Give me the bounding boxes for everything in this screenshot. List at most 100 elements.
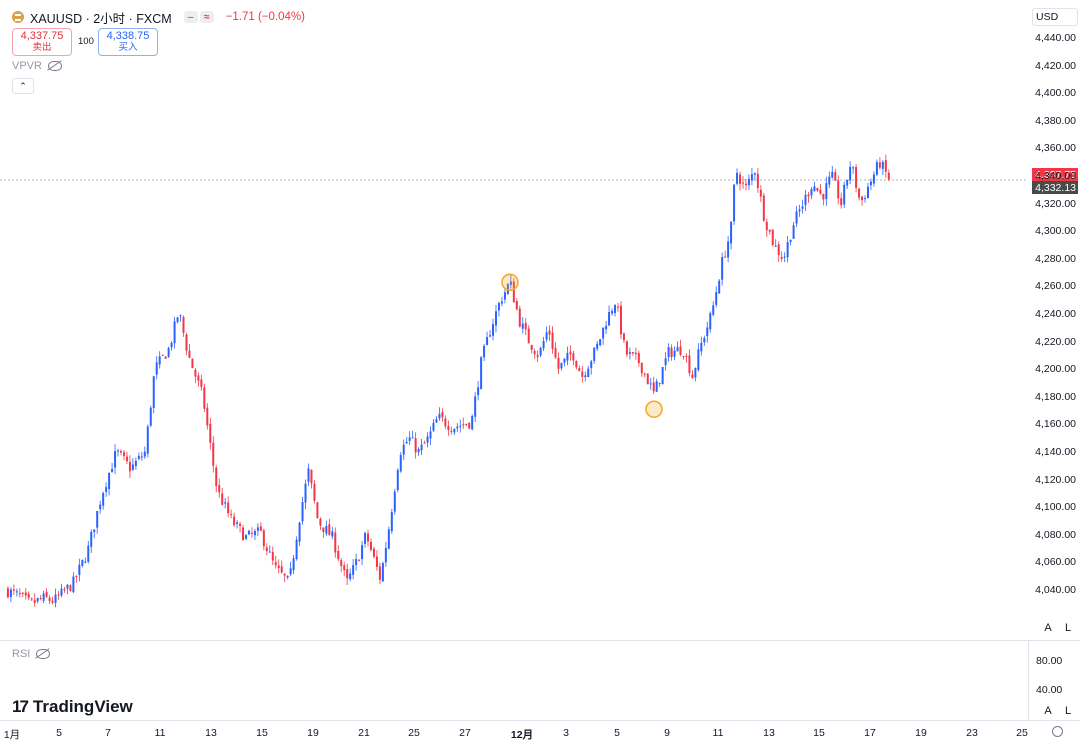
tradingview-logo[interactable]: 17 TradingView (12, 697, 133, 717)
low-marker[interactable] (645, 400, 663, 418)
candle-body (741, 182, 744, 184)
candle-body (72, 576, 75, 593)
candle-body (756, 173, 759, 189)
time-tick: 13 (205, 727, 217, 739)
auto-scale-button[interactable]: A (1044, 622, 1052, 634)
candle-body (846, 179, 849, 186)
candle-body (420, 444, 423, 451)
candle-body (465, 423, 468, 425)
candle-body (804, 194, 807, 206)
candle-body (724, 256, 727, 258)
candle-body (367, 533, 370, 542)
candle-body (146, 426, 149, 454)
candle-body (12, 589, 15, 591)
candle-body (768, 229, 771, 232)
currency-selector[interactable]: USD (1032, 8, 1078, 26)
price-tick: 4,180.00 (1035, 390, 1076, 403)
candle-body (90, 531, 93, 547)
candle-body (545, 332, 548, 340)
candle-body (140, 456, 143, 458)
candle-body (375, 556, 378, 567)
candle-body (813, 186, 816, 192)
gear-icon[interactable] (1052, 726, 1063, 737)
candle-body (87, 545, 90, 562)
candle-body (619, 305, 622, 335)
candle-body (614, 305, 617, 313)
candle-body (608, 312, 611, 326)
time-tick: 13 (763, 727, 775, 739)
candle-body (441, 412, 444, 418)
rsi-auto-scale-button[interactable]: A (1044, 705, 1052, 717)
candle-body (593, 347, 596, 361)
price-chart-canvas[interactable] (0, 0, 1028, 640)
buy-price: 4,338.75 (106, 30, 150, 42)
candle-body (99, 504, 102, 510)
candle-body (158, 356, 161, 365)
candle-body (170, 342, 173, 348)
candle-body (685, 356, 688, 358)
pane-separator[interactable] (0, 640, 1080, 641)
time-tick: 19 (915, 727, 927, 739)
candle-body (402, 444, 405, 455)
high-marker[interactable] (501, 273, 519, 292)
price-tick: 4,220.00 (1035, 335, 1076, 348)
candle-body (575, 360, 578, 368)
candle-body (111, 469, 114, 473)
candle-body (218, 485, 221, 493)
candle-body (310, 469, 313, 484)
candle-body (176, 317, 179, 322)
symbol-title[interactable]: XAUUSD · 2小时 · FXCM (30, 11, 172, 26)
eye-hidden-icon[interactable] (36, 649, 51, 659)
hide-legend-button[interactable]: ‒ (183, 11, 198, 23)
candle-body (670, 347, 673, 358)
tradingview-logo-icon: 17 (12, 697, 29, 716)
collapse-indicators-button[interactable]: ⌃ (12, 78, 34, 94)
candle-body (762, 195, 765, 221)
candles-group (6, 154, 890, 608)
candle-body (703, 338, 706, 343)
candle-body (637, 352, 640, 364)
candle-body (792, 225, 795, 239)
candle-body (134, 460, 137, 466)
candle-body (634, 352, 637, 355)
candle-body (617, 306, 619, 308)
time-axis-separator (0, 720, 1080, 721)
rsi-log-scale-button[interactable]: L (1064, 705, 1072, 717)
candle-body (474, 396, 477, 417)
candle-body (611, 311, 614, 314)
sell-button[interactable]: 4,337.75 卖出 (12, 28, 72, 56)
candle-body (268, 551, 271, 553)
candle-body (417, 448, 420, 453)
candle-body (167, 348, 170, 357)
price-tick: 4,320.00 (1035, 197, 1076, 210)
candle-body (271, 551, 274, 561)
price-axis[interactable] (1028, 0, 1080, 640)
price-tick: 4,040.00 (1035, 584, 1076, 596)
compare-button[interactable]: ≈ (199, 11, 214, 23)
buy-button[interactable]: 4,338.75 买入 (98, 28, 158, 56)
time-tick: 11 (712, 727, 724, 739)
candle-body (697, 349, 700, 370)
vpvr-indicator[interactable]: VPVR (12, 60, 62, 72)
candle-body (628, 352, 631, 354)
candle-body (509, 281, 512, 285)
time-tick: 15 (256, 727, 268, 739)
eye-hidden-icon[interactable] (47, 61, 62, 71)
candle-body (447, 425, 450, 431)
candle-body (869, 181, 872, 186)
candle-body (801, 206, 804, 209)
candle-body (114, 451, 117, 468)
candle-body (6, 588, 9, 598)
log-scale-button[interactable]: L (1064, 622, 1072, 634)
rsi-indicator[interactable]: RSI (12, 648, 51, 660)
candle-body (750, 174, 753, 181)
candle-body (280, 566, 283, 573)
time-tick: 1月 (3, 729, 21, 741)
price-tick: 4,240.00 (1035, 308, 1076, 320)
gold-coin-icon (12, 11, 24, 23)
candle-body (706, 327, 709, 337)
candle-body (239, 523, 242, 527)
candle-body (435, 419, 438, 423)
candle-body (322, 527, 325, 532)
